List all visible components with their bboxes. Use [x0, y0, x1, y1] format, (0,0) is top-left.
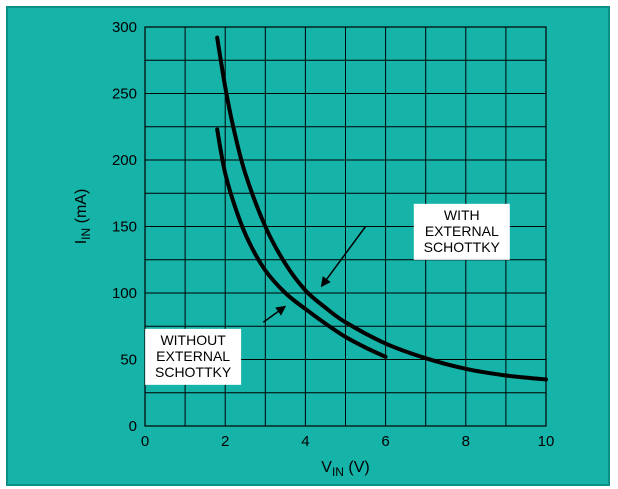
annotation-arrow: [262, 305, 287, 323]
annotation-box: [413, 203, 510, 260]
series-layer: [215, 35, 548, 382]
annotation-text: SCHOTTKY: [155, 364, 232, 380]
y-tick-label: 300: [112, 19, 137, 36]
annotation-text: EXTERNAL: [156, 348, 230, 364]
x-tick-label: 2: [221, 433, 229, 450]
series-without-schottky: [215, 127, 388, 359]
x-tick-label: 10: [538, 433, 555, 450]
y-axis-title: IIN (mA): [73, 189, 93, 245]
annotation-text: WITH: [444, 207, 480, 223]
annotations: WITHEXTERNALSCHOTTKYWITHOUTEXTERNALSCHOT…: [145, 203, 510, 385]
series-with-schottky: [215, 35, 548, 382]
annotation-arrow: [320, 226, 367, 288]
x-tick-label: 0: [141, 433, 149, 450]
annotation-text: SCHOTTKY: [424, 239, 501, 255]
plot-border: [144, 26, 547, 427]
x-tick-label: 4: [301, 433, 309, 450]
x-tick-label: 8: [462, 433, 470, 450]
chart-frame: 0 2 4 6 8 10 0 50 100 150 200 250 300 WITH EXTERNAL SC…: [6, 6, 610, 486]
y-tick-label: 150: [112, 219, 137, 236]
x-axis-title: VIN (V): [321, 459, 369, 479]
annotation-box: [145, 328, 242, 385]
annotation-text: WITHOUT: [160, 332, 226, 348]
y-tick-label: 50: [120, 352, 137, 369]
y-tick-label: 200: [112, 152, 137, 169]
annotation-text: EXTERNAL: [425, 223, 499, 239]
y-tick-label: 250: [112, 86, 137, 103]
x-tick-label: 6: [381, 433, 389, 450]
y-tick-label: 0: [129, 418, 137, 435]
y-tick-label: 100: [112, 285, 137, 302]
